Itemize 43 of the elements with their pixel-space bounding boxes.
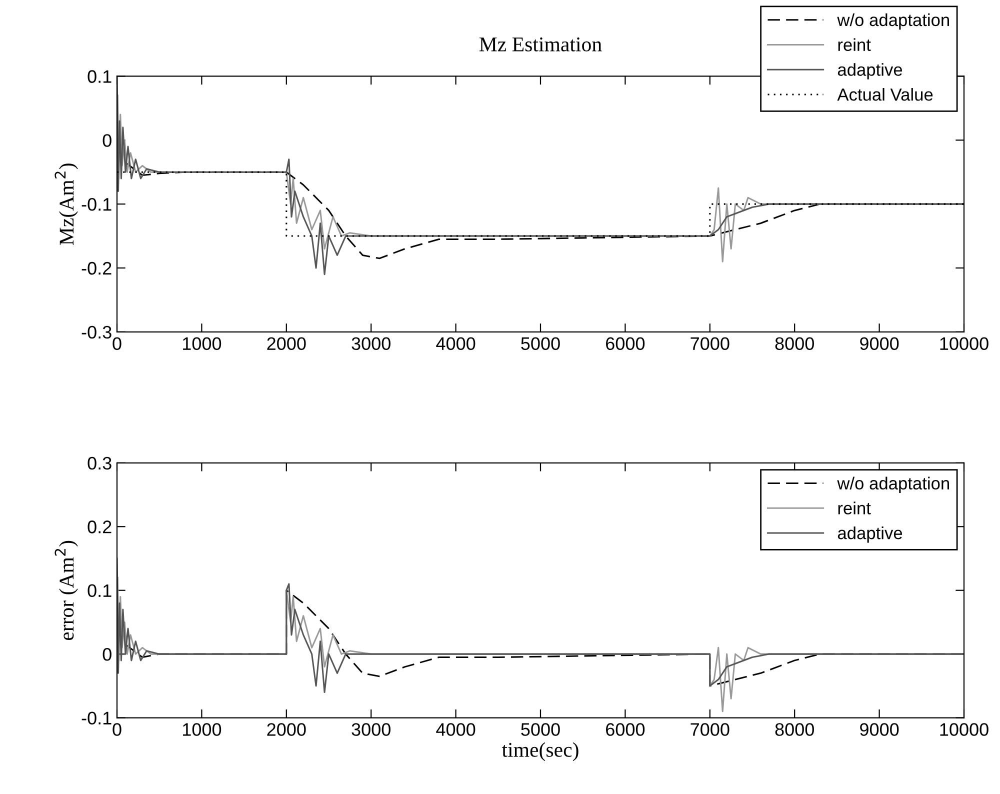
x-axis-title: time(sec) <box>502 742 578 762</box>
legend-label: w/o adaptation <box>837 476 949 493</box>
y-tick-label: 0 <box>102 648 112 661</box>
legend-label: reint <box>838 502 871 514</box>
legend-label: w/o adaptation <box>837 13 949 30</box>
x-tick-label: 9000 <box>860 723 899 736</box>
x-tick-label: 3000 <box>352 723 390 736</box>
y-tick-label: 0.1 <box>88 584 112 598</box>
x-tick-label: 2000 <box>267 723 306 736</box>
x-tick-label: 5000 <box>521 723 560 736</box>
legend-label: adaptive <box>838 63 902 80</box>
y-tick-label: 0.3 <box>88 456 112 470</box>
x-tick-label: 1000 <box>182 337 222 350</box>
legend-label: adaptive <box>838 526 902 543</box>
x-tick-label: 3000 <box>352 337 390 350</box>
x-tick-label: 9000 <box>860 337 899 350</box>
legend-label: Actual Value <box>837 88 933 101</box>
y-tick-label: 0 <box>102 134 112 147</box>
x-tick-label: 6000 <box>606 337 645 350</box>
y-tick-label: -0.2 <box>82 262 112 275</box>
x-tick-label: 8000 <box>775 337 814 350</box>
x-tick-label: 6000 <box>606 723 645 736</box>
x-tick-label: 0 <box>112 337 122 350</box>
x-tick-label: 10000 <box>940 723 988 736</box>
y-tick-label: 0.1 <box>88 70 112 83</box>
x-tick-label: 10000 <box>940 337 988 350</box>
x-tick-label: 0 <box>112 723 122 736</box>
x-tick-label: 1000 <box>182 723 222 736</box>
chart-title: Mz Estimation <box>479 37 602 52</box>
x-tick-label: 7000 <box>690 337 730 350</box>
x-tick-label: 8000 <box>775 723 814 736</box>
x-tick-label: 4000 <box>436 723 476 736</box>
legend-label: reint <box>838 38 871 52</box>
y-tick-label: -0.1 <box>82 712 112 724</box>
y-axis-title: error (Am$^{2}$) <box>54 540 78 640</box>
x-tick-label: 5000 <box>521 337 560 350</box>
y-tick-label: -0.1 <box>82 198 112 211</box>
x-tick-label: 7000 <box>690 723 730 736</box>
y-tick-label: -0.3 <box>82 326 112 339</box>
x-tick-label: 4000 <box>436 337 476 350</box>
x-tick-label: 2000 <box>267 337 306 350</box>
y-axis-title: Mz(Am$^{2}$) <box>54 164 78 246</box>
y-tick-label: 0.2 <box>88 520 112 534</box>
